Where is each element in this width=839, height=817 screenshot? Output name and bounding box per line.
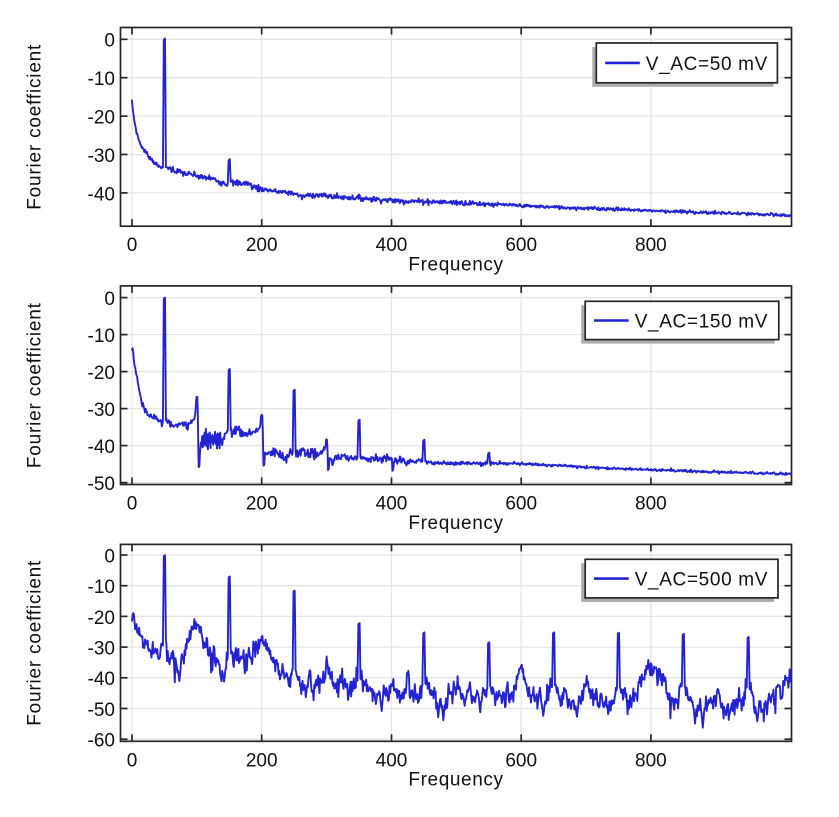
- svg-text:Fourier coefficient: Fourier coefficient: [24, 44, 45, 210]
- svg-text:800: 800: [635, 494, 667, 515]
- svg-text:600: 600: [505, 235, 537, 256]
- svg-text:200: 200: [246, 750, 278, 771]
- svg-text:-50: -50: [88, 474, 115, 495]
- svg-text:V_AC=500 mV: V_AC=500 mV: [635, 570, 768, 591]
- svg-text:600: 600: [505, 750, 537, 771]
- svg-text:V_AC=150 mV: V_AC=150 mV: [635, 311, 768, 332]
- svg-text:-40: -40: [88, 669, 115, 690]
- svg-text:Frequency: Frequency: [408, 255, 503, 276]
- svg-text:400: 400: [376, 750, 408, 771]
- svg-text:Fourier coefficient: Fourier coefficient: [24, 560, 45, 726]
- svg-text:400: 400: [376, 494, 408, 515]
- svg-text:0: 0: [104, 546, 115, 567]
- svg-text:0: 0: [104, 289, 115, 310]
- svg-text:Frequency: Frequency: [408, 513, 503, 534]
- svg-text:-20: -20: [88, 108, 115, 129]
- svg-text:-20: -20: [88, 363, 115, 384]
- svg-text:-10: -10: [88, 577, 115, 598]
- svg-text:-50: -50: [88, 700, 115, 721]
- svg-text:-10: -10: [88, 69, 115, 90]
- svg-text:600: 600: [505, 494, 537, 515]
- svg-text:Frequency: Frequency: [408, 770, 503, 791]
- svg-text:0: 0: [127, 750, 138, 771]
- svg-text:400: 400: [376, 235, 408, 256]
- svg-text:200: 200: [246, 494, 278, 515]
- svg-text:800: 800: [635, 750, 667, 771]
- svg-text:200: 200: [246, 235, 278, 256]
- svg-text:-20: -20: [88, 608, 115, 629]
- svg-text:V_AC=50 mV: V_AC=50 mV: [646, 54, 768, 75]
- svg-text:800: 800: [635, 235, 667, 256]
- svg-text:-40: -40: [88, 437, 115, 458]
- svg-text:-10: -10: [88, 326, 115, 347]
- svg-text:Fourier coefficient: Fourier coefficient: [24, 302, 45, 468]
- svg-text:0: 0: [127, 235, 138, 256]
- svg-text:-30: -30: [88, 639, 115, 660]
- svg-text:-40: -40: [88, 184, 115, 205]
- svg-text:0: 0: [127, 494, 138, 515]
- svg-text:-60: -60: [88, 731, 115, 752]
- svg-text:-30: -30: [88, 400, 115, 421]
- svg-text:0: 0: [104, 31, 115, 52]
- svg-text:-30: -30: [88, 146, 115, 167]
